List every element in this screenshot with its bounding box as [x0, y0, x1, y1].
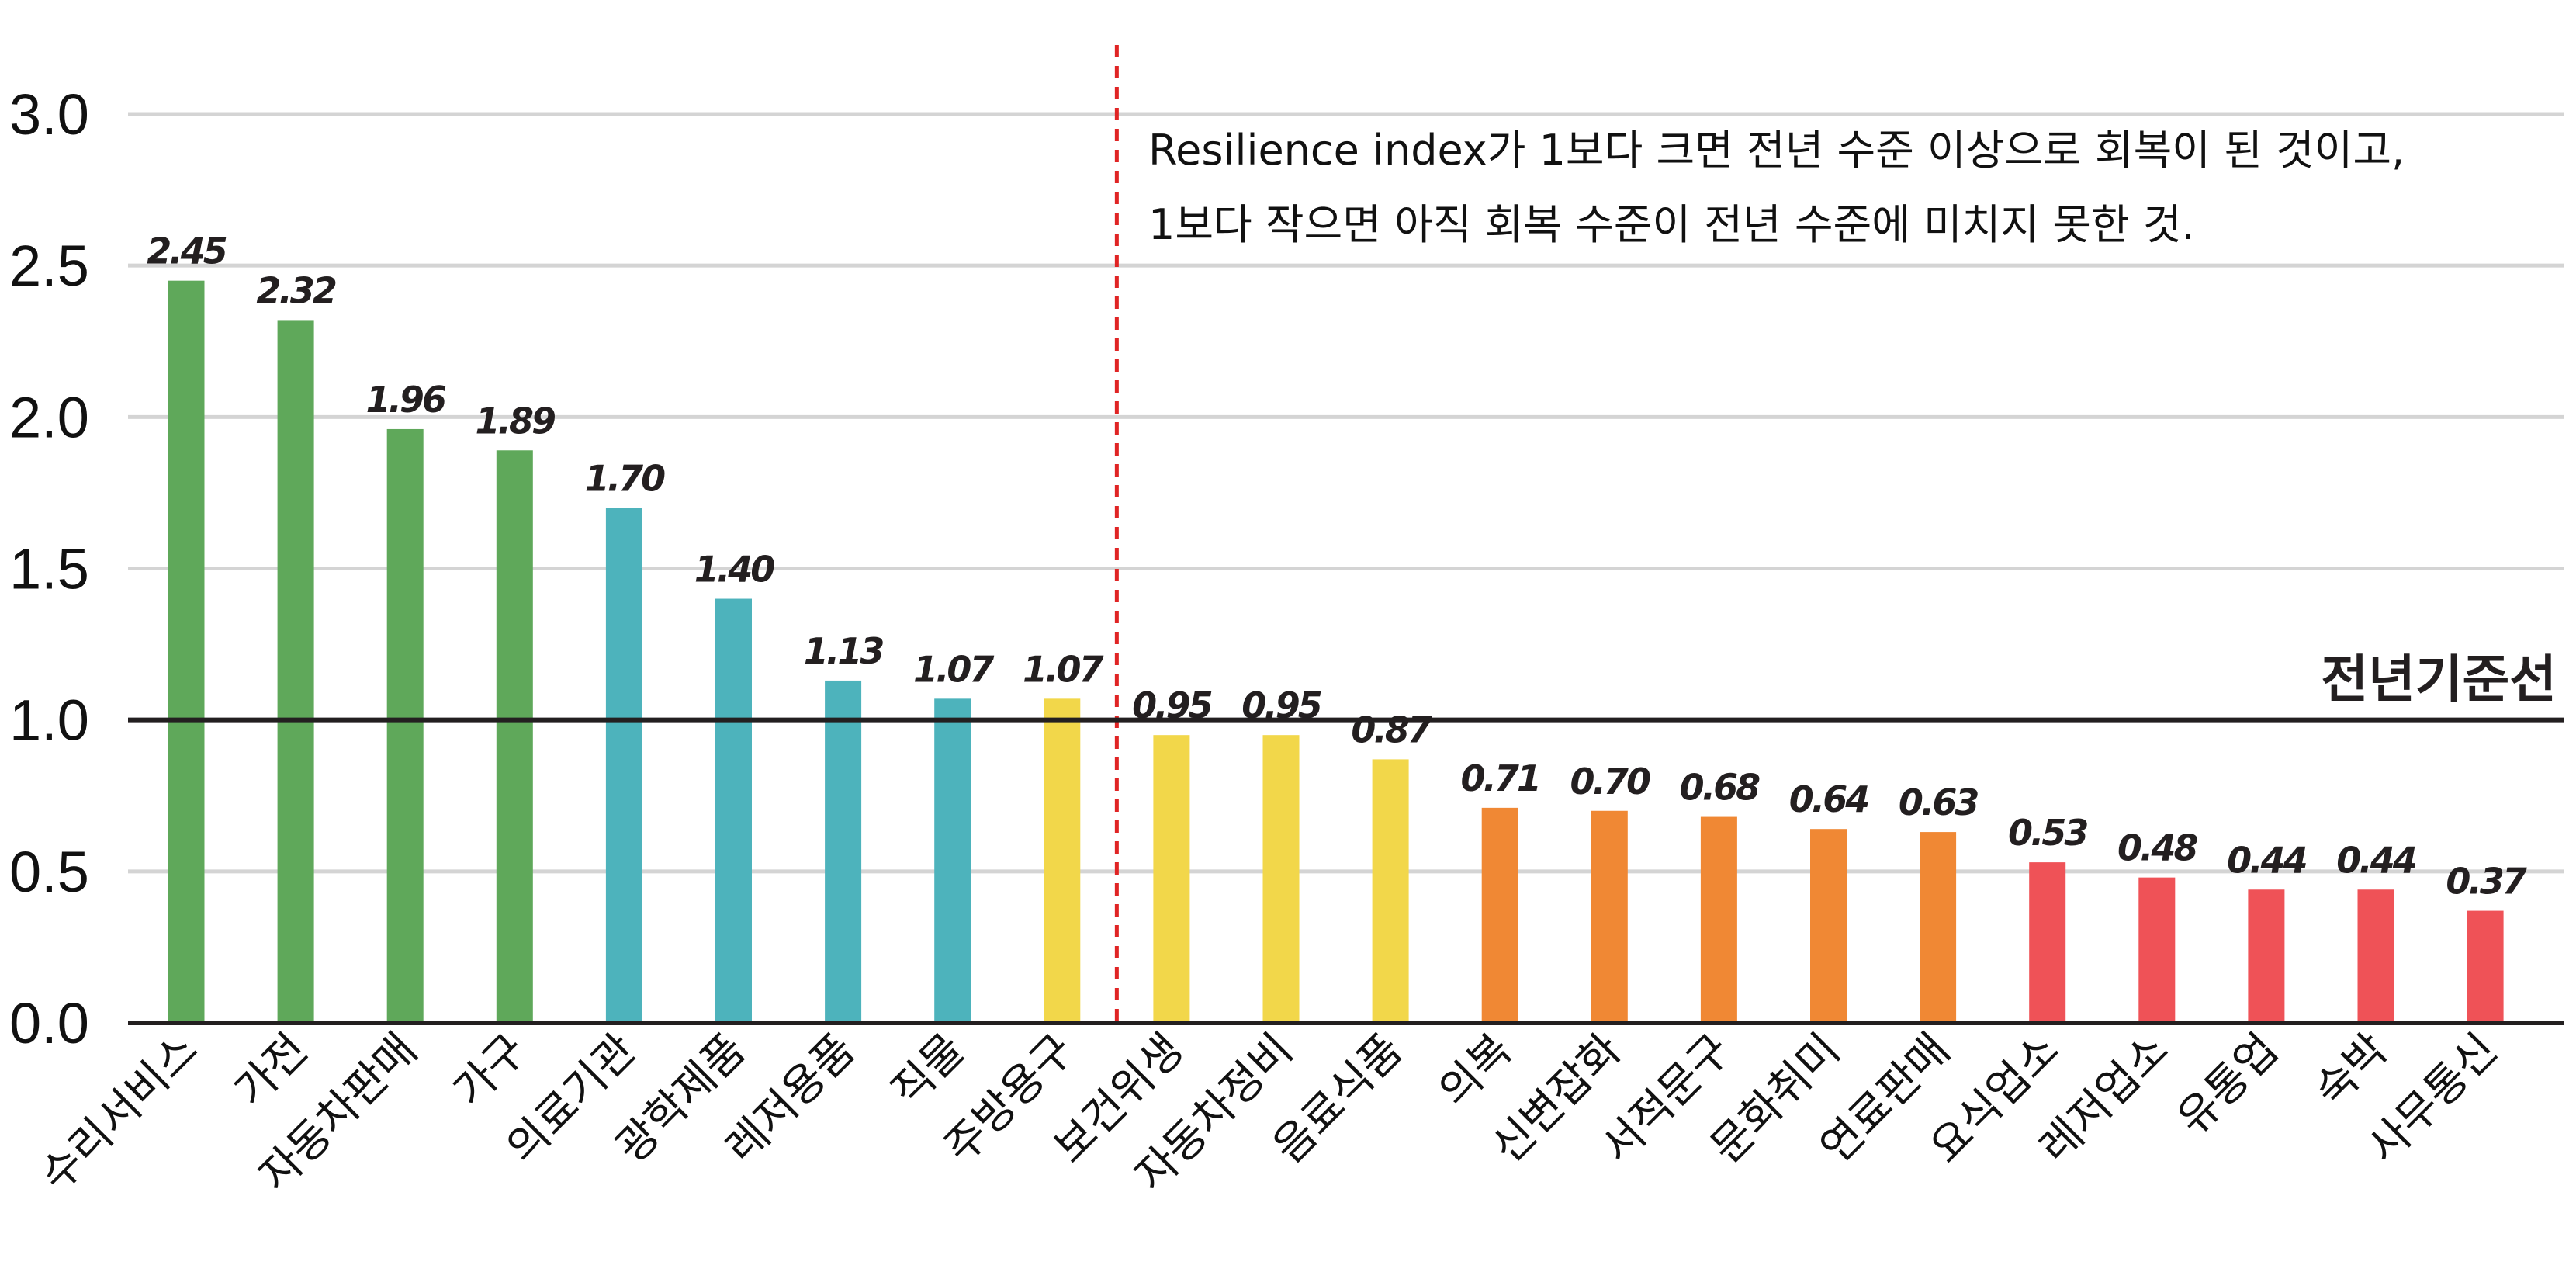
bar: [605, 508, 642, 1023]
bar: [825, 680, 862, 1023]
y-tick-label: 0.0: [9, 991, 89, 1055]
reference-line-label: 전년기준선: [2321, 650, 2557, 709]
bar: [2248, 889, 2285, 1023]
category-label: 가전: [225, 1024, 317, 1117]
bar: [496, 450, 533, 1023]
value-label: 0.44: [2336, 839, 2415, 881]
bar: [715, 598, 752, 1023]
bar: [386, 428, 424, 1023]
category-label: 숙박: [2305, 1024, 2398, 1117]
y-tick-label: 1.5: [9, 537, 89, 601]
bar: [2029, 862, 2066, 1023]
value-label: 2.45: [147, 230, 226, 272]
value-label: 1.89: [476, 400, 555, 442]
category-label: 직물: [882, 1024, 975, 1117]
value-label: 2.32: [256, 269, 335, 311]
annotation-line-1: Resilience index가 1보다 크면 전년 수준 이상으로 회복이 …: [1148, 126, 2405, 175]
value-label: 0.64: [1789, 778, 1868, 820]
bar: [1481, 807, 1518, 1023]
y-tick-label: 3.0: [9, 82, 89, 147]
value-label: 1.07: [913, 648, 994, 690]
value-label: 1.07: [1023, 648, 1103, 690]
bar: [1372, 759, 1409, 1023]
category-label: 가구: [444, 1024, 536, 1117]
bar: [1810, 829, 1847, 1023]
category-label: 의복: [1429, 1024, 1522, 1117]
bar: [2467, 910, 2504, 1023]
y-tick-label: 2.5: [9, 234, 89, 298]
y-axis: 0.0 0.5 1.0 1.5 2.0 2.5 3.0: [9, 82, 89, 1055]
value-label: 0.71: [1460, 757, 1539, 799]
gridlines: [128, 112, 2564, 874]
bar: [2357, 889, 2394, 1023]
y-tick-label: 2.0: [9, 385, 89, 449]
value-label: 0.63: [1899, 782, 1978, 823]
bar: [1153, 735, 1190, 1023]
y-tick-label: 0.5: [9, 840, 89, 904]
bar: [1044, 698, 1081, 1023]
bar: [1591, 810, 1628, 1023]
bar: [2138, 877, 2176, 1023]
value-label: 1.96: [365, 379, 445, 421]
value-label: 1.40: [694, 549, 774, 591]
value-label: 1.13: [804, 630, 883, 672]
bar: [277, 320, 314, 1024]
annotation-line-2: 1보다 작으면 아직 회복 수준이 전년 수준에 미치지 못한 것.: [1148, 200, 2195, 249]
category-label: 유통업: [2168, 1024, 2288, 1145]
value-label: 0.37: [2446, 861, 2526, 903]
bars: [168, 280, 2504, 1024]
bar: [168, 280, 205, 1023]
value-label: 0.68: [1680, 767, 1760, 809]
y-tick-label: 1.0: [9, 688, 89, 753]
value-label: 1.70: [585, 457, 665, 499]
bar: [1700, 816, 1737, 1023]
bar: [934, 698, 971, 1023]
value-label: 0.44: [2227, 839, 2306, 881]
value-label: 0.87: [1351, 709, 1432, 750]
bar: [1262, 735, 1300, 1023]
value-label: 0.53: [2008, 812, 2087, 854]
value-label: 0.70: [1570, 761, 1650, 802]
value-label: 0.48: [2117, 827, 2197, 869]
bar: [1920, 832, 1957, 1023]
